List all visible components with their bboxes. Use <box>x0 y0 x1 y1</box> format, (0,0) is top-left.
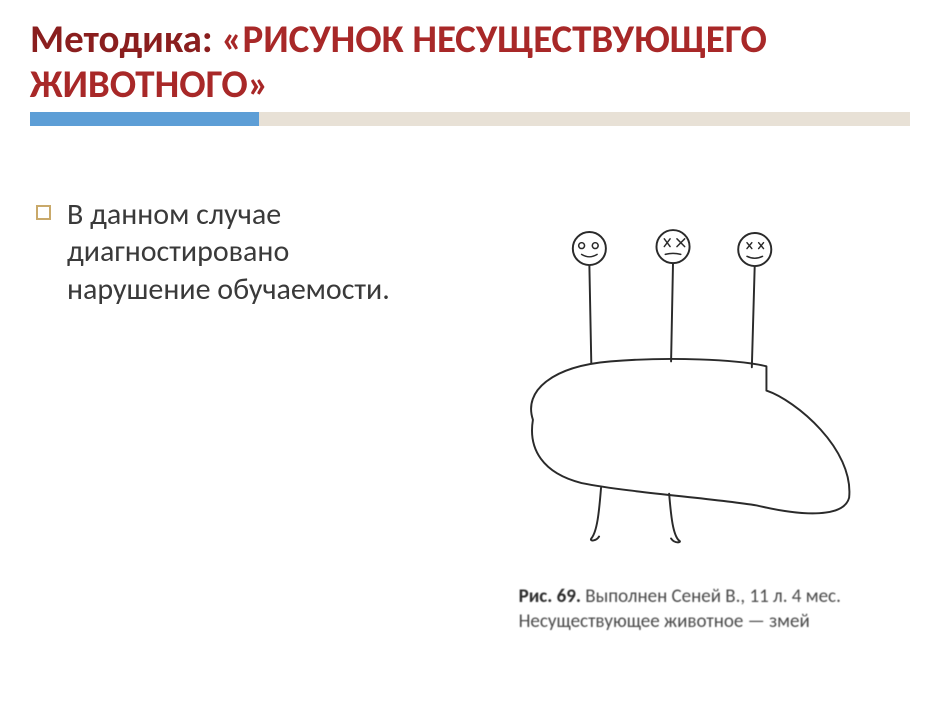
bullet-item: В данном случае диагностировано нарушени… <box>36 196 417 309</box>
creature-svg <box>459 196 889 556</box>
divider-accent <box>30 112 259 126</box>
figure-column: Рис. 69. Выполнен Сеней В., 11 л. 4 мес.… <box>437 196 910 635</box>
text-column: В данном случае диагностировано нарушени… <box>30 196 417 635</box>
bullet-marker-icon <box>36 205 51 220</box>
title-prefix: Методика: <box>30 16 222 63</box>
creature-drawing <box>459 196 889 556</box>
slide: Методика: «РИСУНОК НЕСУЩЕСТВУЮЩЕГО ЖИВОТ… <box>0 0 940 701</box>
figure-caption: Рис. 69. Выполнен Сеней В., 11 л. 4 мес.… <box>459 584 889 635</box>
caption-label: Рис. 69. <box>519 585 581 608</box>
title-divider <box>30 112 910 126</box>
bullet-text: В данном случае диагностировано нарушени… <box>67 196 417 309</box>
slide-title: Методика: «РИСУНОК НЕСУЩЕСТВУЮЩЕГО ЖИВОТ… <box>30 18 910 108</box>
divider-rest <box>259 112 910 126</box>
title-block: Методика: «РИСУНОК НЕСУЩЕСТВУЮЩЕГО ЖИВОТ… <box>30 18 910 126</box>
content-row: В данном случае диагностировано нарушени… <box>30 196 910 635</box>
